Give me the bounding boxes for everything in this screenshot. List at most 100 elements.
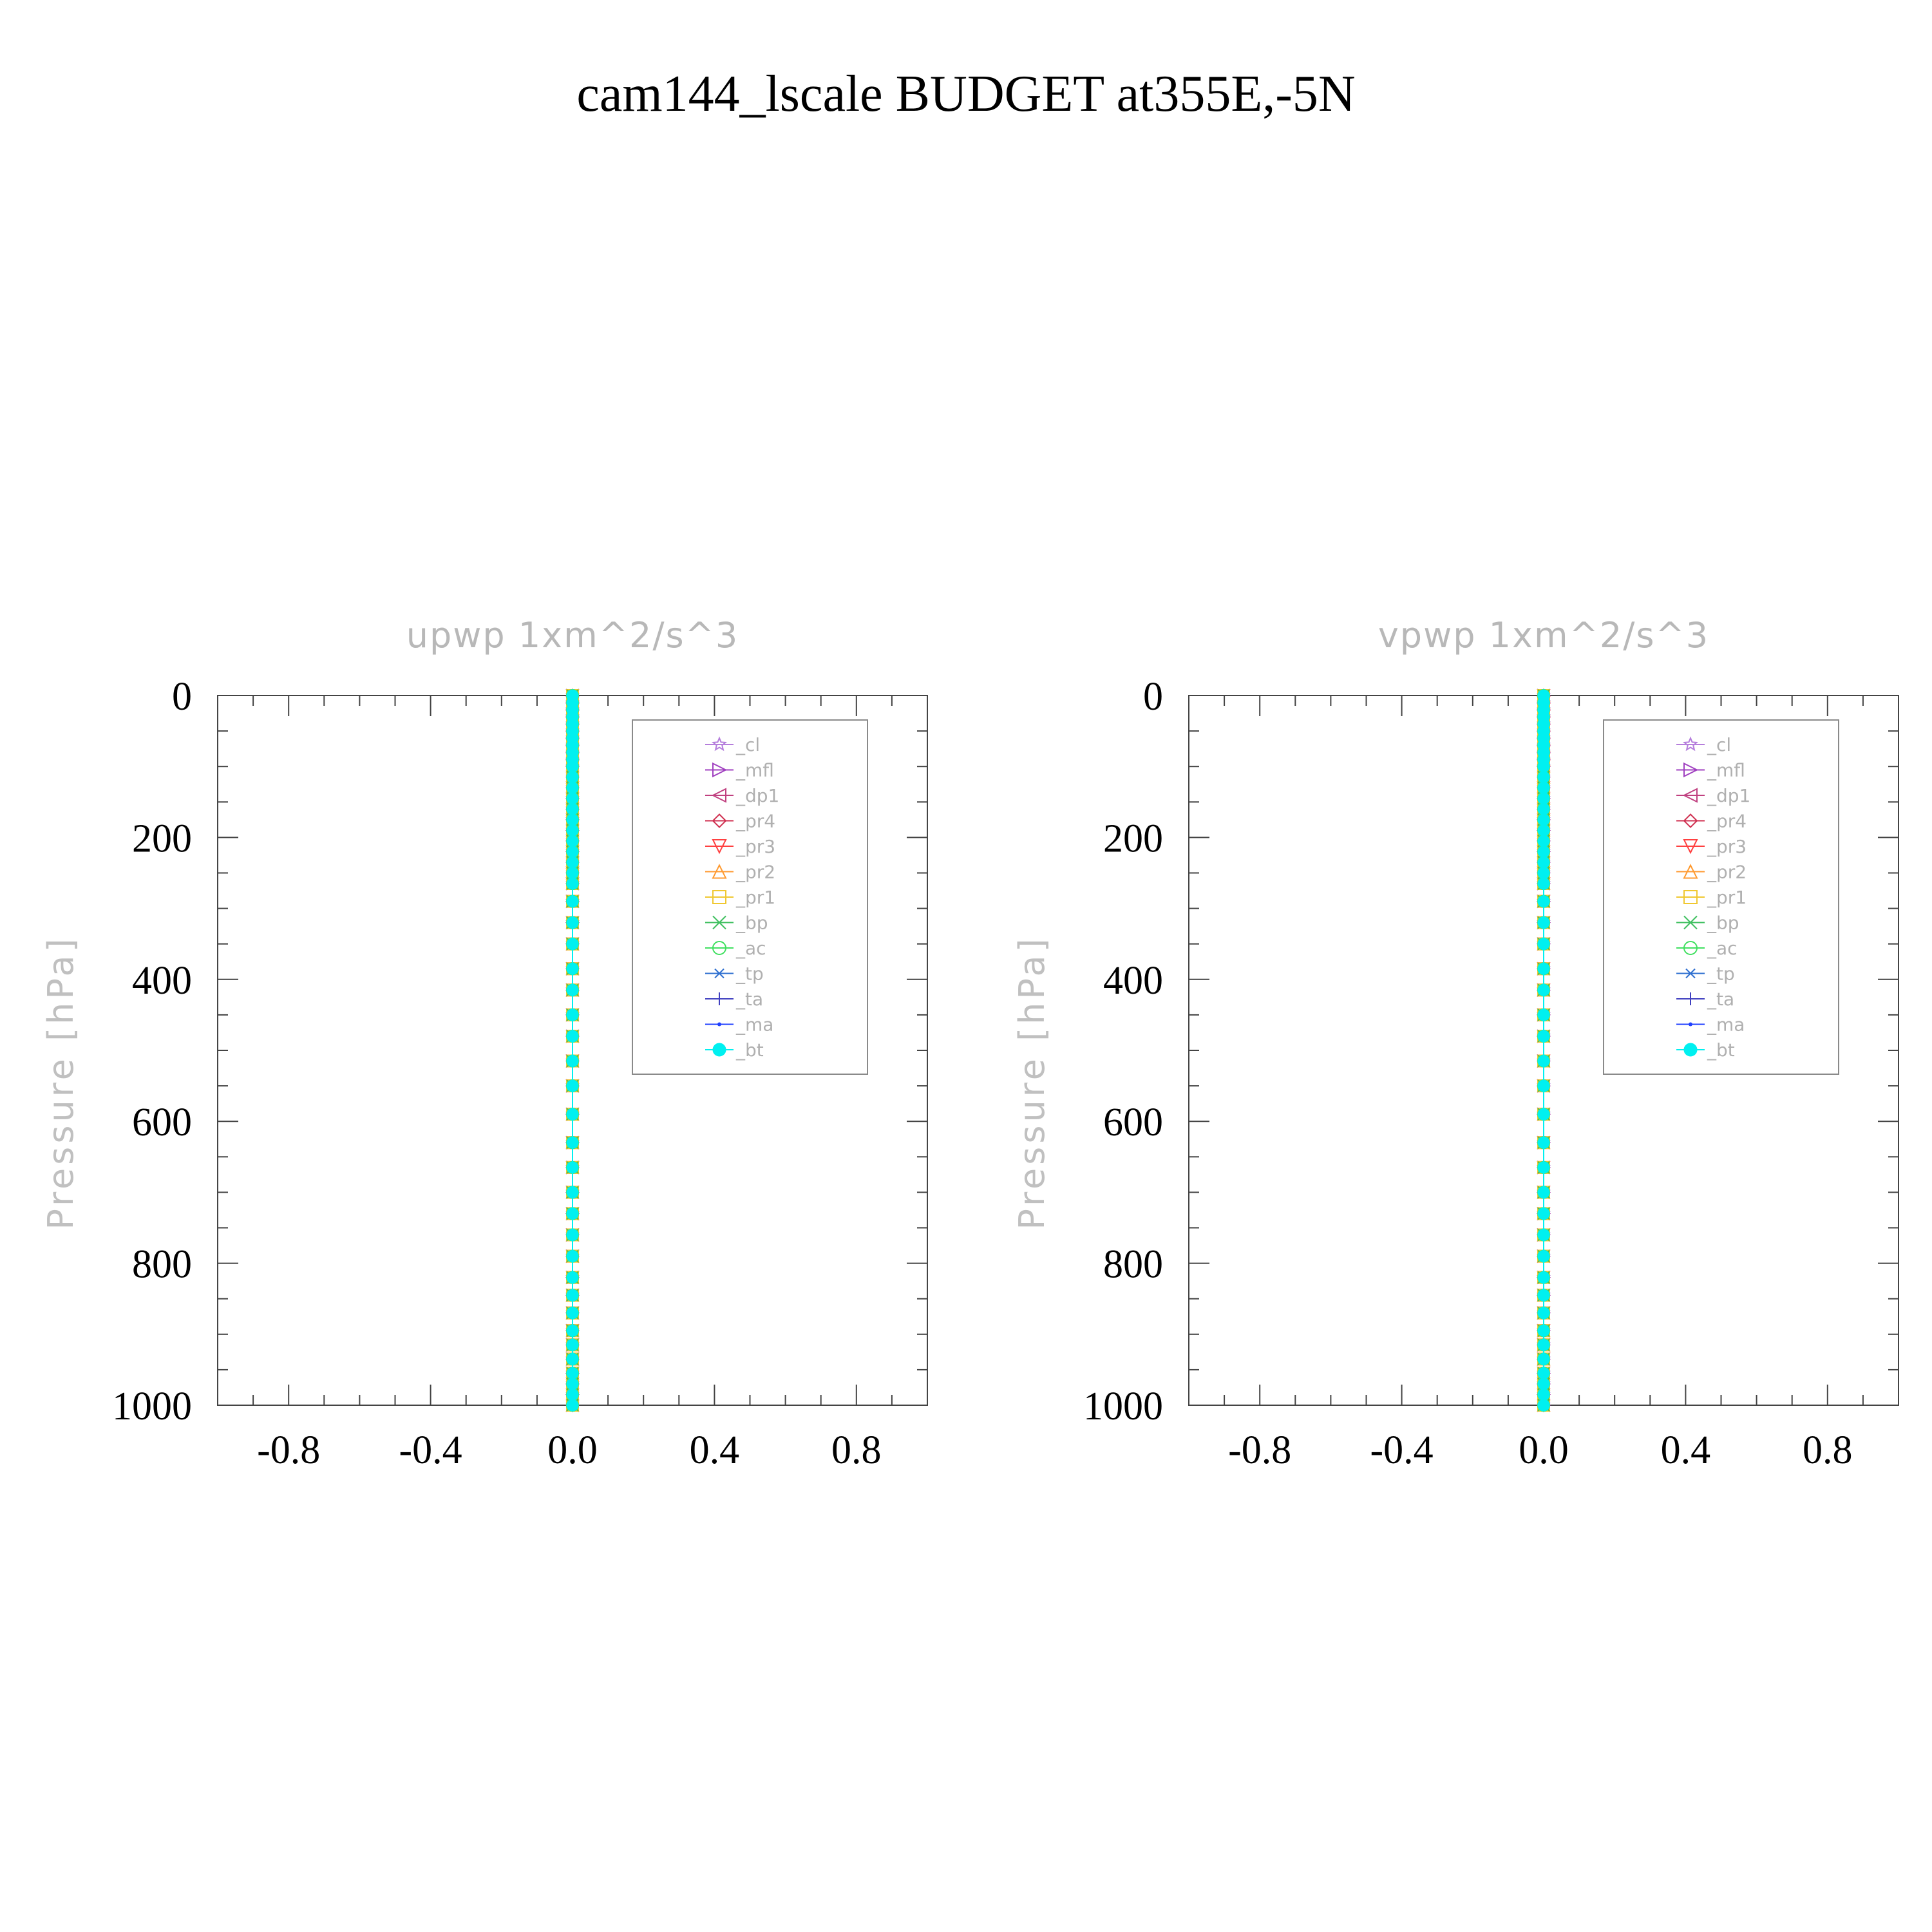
data-point_bt — [566, 1186, 579, 1198]
legend-marker_pr4 — [1683, 813, 1698, 828]
y-tick-label: 800 — [1103, 1243, 1163, 1287]
data-point_bt — [566, 824, 579, 837]
data-point_bt — [1537, 1108, 1550, 1121]
data-point_bt — [1537, 1250, 1550, 1263]
legend-label_pr2: _pr2 — [1707, 862, 1747, 883]
data-point_bt — [1537, 916, 1550, 929]
legend-label_bp: _bp — [1707, 913, 1739, 934]
data-point_bt — [566, 1161, 579, 1174]
legend-label_ta: _ta — [735, 989, 763, 1010]
data-point_bt — [1537, 792, 1550, 805]
data-point_bt — [566, 1338, 579, 1351]
data-point_bt — [566, 813, 579, 826]
legend-label_pr4: _pr4 — [1707, 811, 1747, 832]
legend-label_bt: _bt — [735, 1039, 764, 1061]
data-point_bt — [566, 1388, 579, 1401]
data-point_bt — [566, 983, 579, 996]
data-point_bt — [1537, 1352, 1550, 1365]
series-group — [1536, 688, 1551, 1413]
x-tick-label: 0.0 — [1519, 1428, 1569, 1472]
data-point_bt — [566, 1307, 579, 1320]
data-point_bt — [1537, 1161, 1550, 1174]
x-tick-label: 0.4 — [690, 1428, 740, 1472]
legend-marker_pr1 — [1683, 890, 1698, 904]
legend-label_pr1: _pr1 — [1707, 887, 1747, 908]
data-point_bt — [1537, 1186, 1550, 1198]
data-point_bt — [1537, 962, 1550, 975]
data-point_bt — [1537, 1009, 1550, 1021]
data-point_bt — [566, 895, 579, 908]
legend-label_cl: _cl — [1707, 734, 1731, 755]
data-point_bt — [1537, 1055, 1550, 1068]
data-point_bt — [1537, 1307, 1550, 1320]
legend-box — [632, 719, 868, 1075]
legend-marker_ta — [713, 992, 726, 1005]
chart-panels: upwp 1xm^2/s^3 Pressure [hPa] 0 200 400 600 80… — [41, 615, 1899, 1472]
data-point_bt — [566, 1250, 579, 1263]
data-point_bt — [566, 802, 579, 815]
x-tick-label: 0.8 — [831, 1428, 882, 1472]
data-point_bt — [1537, 856, 1550, 869]
data-point_bt — [566, 856, 579, 869]
data-point_bt — [1537, 895, 1550, 908]
legend-label_ma: _ma — [735, 1014, 773, 1036]
data-point_bt — [1537, 1030, 1550, 1043]
data-point_bt — [566, 1079, 579, 1092]
data-point_bt — [1537, 802, 1550, 815]
y-tick-label: 1000 — [1083, 1385, 1163, 1428]
legend-label_bp: _bp — [735, 913, 768, 934]
legend-label_mfl: _mfl — [1707, 760, 1745, 781]
legend-marker_pr3 — [712, 839, 727, 855]
data-point_bt — [566, 1378, 579, 1390]
legend-marker_ac — [1683, 941, 1698, 955]
y-tick-label: 600 — [132, 1101, 192, 1144]
legend-marker_pr2 — [712, 864, 727, 879]
data-point_bt — [566, 1271, 579, 1284]
legend-marker_ac — [712, 941, 726, 955]
data-point_bt — [1537, 1399, 1550, 1412]
data-point_bt — [566, 1009, 579, 1021]
x-tick-label: 0.0 — [547, 1428, 598, 1472]
y-tick-label: 200 — [132, 817, 192, 860]
data-point_bt — [1537, 1136, 1550, 1149]
data-point_bt — [566, 1324, 579, 1337]
x-tick-label: -0.8 — [1228, 1428, 1291, 1472]
data-point_bt — [566, 1136, 579, 1149]
data-point_bt — [566, 1030, 579, 1043]
x-tick-label: -0.8 — [257, 1428, 320, 1472]
legend-label_mfl: _mfl — [735, 760, 774, 781]
legend-marker_tp — [1684, 968, 1697, 979]
y-tick-label: 0 — [1143, 675, 1163, 719]
legend-marker_dp1 — [711, 788, 726, 803]
legend-marker_bp — [712, 915, 726, 930]
legend-label_cl: _cl — [735, 734, 760, 755]
data-point_bt — [1537, 1378, 1550, 1390]
legend-label_dp1: _dp1 — [735, 785, 779, 806]
data-point_bt — [566, 867, 579, 879]
data-point_bt — [1537, 1338, 1550, 1351]
data-point_bt — [566, 845, 579, 858]
legend-label_ma: _ma — [1707, 1014, 1745, 1036]
y-axis-label: Pressure [hPa] — [41, 935, 81, 1229]
legend-marker_dp1 — [1682, 788, 1698, 803]
legend-label_ac: _ac — [735, 938, 766, 959]
y-tick-label: 400 — [132, 959, 192, 1003]
data-point_bt — [566, 1055, 579, 1068]
series-group — [565, 688, 580, 1413]
y-tick-label: 800 — [132, 1243, 192, 1287]
data-point_bt — [566, 1367, 579, 1379]
data-point_bt — [1537, 824, 1550, 837]
data-point_bt — [566, 1108, 579, 1121]
y-tick-label: 600 — [1103, 1101, 1163, 1144]
legend-marker_ta — [1684, 992, 1697, 1005]
legend-label_dp1: _dp1 — [1707, 785, 1750, 806]
legend-marker_pr4 — [712, 813, 727, 828]
legend-label_ac: _ac — [1707, 938, 1738, 959]
data-point_bt — [1537, 1388, 1550, 1401]
data-point_bt — [566, 792, 579, 805]
y-tick-label: 1000 — [112, 1385, 192, 1428]
data-point_bt — [1537, 867, 1550, 879]
data-point_bt — [566, 1352, 579, 1365]
legend-marker_bp — [1683, 915, 1698, 930]
